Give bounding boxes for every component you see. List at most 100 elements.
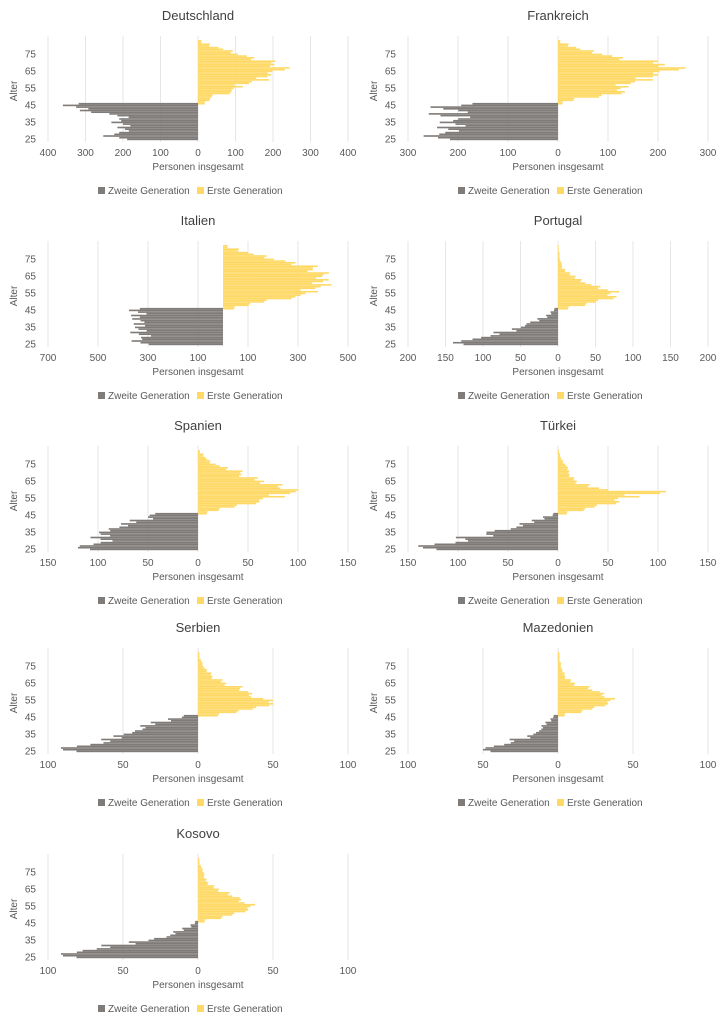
bar-second-generation — [472, 338, 558, 341]
bar-second-generation — [121, 523, 198, 525]
bar-first-generation — [558, 57, 623, 59]
legend: Zweite Generation Erste Generation — [98, 391, 283, 402]
bar-first-generation — [223, 282, 313, 285]
bar-first-generation — [223, 262, 296, 264]
bar-second-generation — [481, 336, 558, 339]
y-tick-label: 25 — [25, 953, 37, 964]
bar-first-generation — [558, 706, 595, 709]
x-tick-label: 150 — [40, 558, 57, 569]
y-tick-label: 45 — [385, 511, 397, 522]
x-tick-label: 100 — [40, 760, 57, 771]
y-tick-label: 65 — [385, 477, 397, 488]
bar-first-generation — [198, 863, 200, 865]
bar-first-generation — [558, 85, 629, 88]
bar-second-generation — [183, 929, 198, 932]
bar-first-generation — [198, 905, 251, 908]
bar-second-generation — [453, 119, 558, 122]
y-tick-label: 25 — [25, 340, 37, 351]
bar-first-generation — [198, 667, 205, 669]
bar-first-generation — [198, 41, 202, 44]
bar-second-generation — [439, 133, 558, 136]
bar-first-generation — [198, 511, 208, 513]
bar-second-generation — [543, 726, 558, 729]
bar-first-generation — [558, 282, 586, 285]
bar-first-generation — [198, 866, 202, 869]
bar-second-generation — [110, 529, 198, 532]
x-tick-label: 100 — [152, 148, 169, 159]
bar-second-generation — [519, 523, 558, 525]
x-tick-label: 50 — [242, 558, 254, 569]
bar-first-generation — [558, 461, 563, 464]
y-axis-label: Alter — [9, 490, 20, 511]
bar-first-generation — [558, 301, 596, 303]
bar-first-generation — [198, 492, 291, 495]
bar-first-generation — [558, 246, 559, 249]
bar-first-generation — [558, 694, 602, 697]
bar-first-generation — [198, 80, 252, 83]
bar-first-generation — [558, 467, 568, 469]
y-tick-label: 65 — [25, 272, 37, 283]
y-tick-label: 25 — [385, 340, 397, 351]
bar-first-generation — [198, 57, 255, 59]
bar-first-generation — [198, 91, 232, 93]
bar-first-generation — [558, 485, 588, 488]
bar-first-generation — [198, 859, 200, 862]
bar-second-generation — [76, 106, 198, 108]
bar-first-generation — [198, 897, 240, 899]
bar-second-generation — [551, 720, 558, 722]
bar-first-generation — [558, 263, 562, 266]
x-tick-label: 100 — [650, 558, 667, 569]
bar-second-generation — [533, 733, 558, 736]
bar-second-generation — [117, 114, 198, 117]
bar-first-generation — [558, 60, 659, 63]
bar-second-generation — [175, 932, 198, 935]
y-tick-label: 35 — [25, 936, 37, 947]
legend-swatch-second-generation — [98, 597, 105, 604]
x-tick-label: 50 — [117, 760, 129, 771]
x-tick-label: 50 — [627, 760, 639, 771]
bar-first-generation — [198, 480, 264, 483]
bar-first-generation — [558, 680, 571, 683]
bar-first-generation — [558, 470, 570, 473]
bar-first-generation — [198, 84, 235, 86]
bar-first-generation — [558, 495, 640, 498]
bar-second-generation — [539, 319, 558, 322]
bar-second-generation — [140, 319, 223, 322]
bar-second-generation — [151, 335, 223, 337]
bar-second-generation — [110, 946, 198, 949]
y-tick-label: 75 — [385, 255, 397, 266]
bar-first-generation — [198, 92, 230, 95]
bar-second-generation — [128, 309, 223, 312]
y-tick-label: 35 — [25, 323, 37, 334]
legend-swatch-second-generation — [98, 187, 105, 194]
bar-first-generation — [198, 917, 222, 920]
bar-first-generation — [558, 306, 569, 308]
bar-first-generation — [558, 709, 583, 712]
bar-first-generation — [198, 878, 207, 881]
bar-first-generation — [558, 489, 609, 491]
x-tick-label: 300 — [140, 353, 157, 364]
bar-first-generation — [198, 89, 232, 91]
x-tick-label: 200 — [265, 148, 282, 159]
legend-swatch-second-generation — [458, 187, 465, 194]
bar-first-generation — [223, 284, 332, 286]
bar-first-generation — [198, 898, 242, 901]
bar-second-generation — [428, 113, 558, 115]
bar-second-generation — [181, 716, 198, 719]
y-tick-label: 35 — [25, 118, 37, 129]
bar-first-generation — [223, 279, 329, 281]
chart-title: Spanien — [174, 418, 222, 433]
x-tick-label: 0 — [195, 966, 201, 977]
bar-second-generation — [79, 109, 198, 112]
x-tick-label: 150 — [340, 558, 357, 569]
x-axis-label: Personen insgesamt — [512, 774, 603, 785]
y-tick-label: 65 — [385, 679, 397, 690]
bar-first-generation — [198, 675, 213, 678]
bar-first-generation — [198, 478, 255, 481]
x-tick-label: 0 — [555, 760, 561, 771]
bar-first-generation — [558, 663, 561, 666]
y-tick-label: 75 — [25, 662, 37, 673]
bar-second-generation — [190, 924, 198, 926]
bar-second-generation — [128, 130, 198, 132]
bar-first-generation — [558, 68, 679, 71]
